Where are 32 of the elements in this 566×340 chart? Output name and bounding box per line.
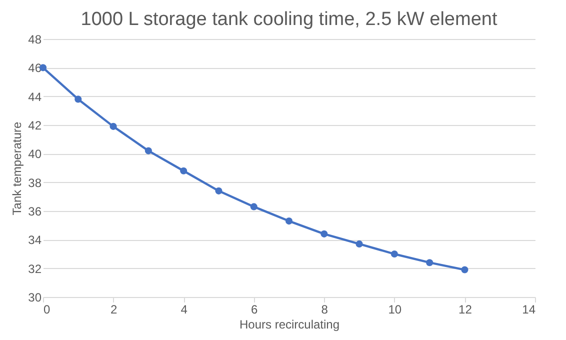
chart-title: 1000 L storage tank cooling time, 2.5 kW element	[80, 9, 498, 30]
y-tick-label: 42	[28, 118, 42, 132]
point	[250, 203, 258, 210]
y-tick-label: 30	[28, 290, 42, 304]
x-tick-label: 8	[321, 302, 328, 316]
point	[180, 167, 188, 174]
y-tick-label: 38	[28, 176, 42, 190]
y-tick-label: 48	[28, 32, 42, 46]
x-tick-label: 0	[44, 302, 50, 316]
point	[215, 187, 222, 194]
y-tick-label: 44	[28, 90, 42, 104]
x-tick-label: 14	[522, 302, 536, 316]
x-tick-label: 6	[251, 302, 258, 316]
x-tick-label: 2	[110, 302, 118, 316]
y-tick-label: 36	[28, 204, 42, 218]
point	[110, 122, 117, 130]
y-tick-label: 32	[28, 262, 42, 276]
y-axis-title: Tank temperature	[10, 121, 24, 216]
point	[74, 96, 82, 103]
x-tick-label: 10	[388, 302, 402, 316]
point	[426, 259, 434, 266]
x-tick-label: 4	[180, 302, 188, 316]
x-axis-title: Hours recirculating	[239, 318, 340, 332]
point	[285, 218, 293, 225]
point	[390, 250, 398, 258]
point	[461, 266, 468, 274]
point	[356, 240, 363, 248]
y-tick-label: 40	[28, 147, 42, 162]
x-tick-label: 12	[458, 302, 472, 316]
y-tick-label: 34	[28, 233, 42, 248]
point	[144, 147, 152, 154]
point	[320, 230, 328, 238]
